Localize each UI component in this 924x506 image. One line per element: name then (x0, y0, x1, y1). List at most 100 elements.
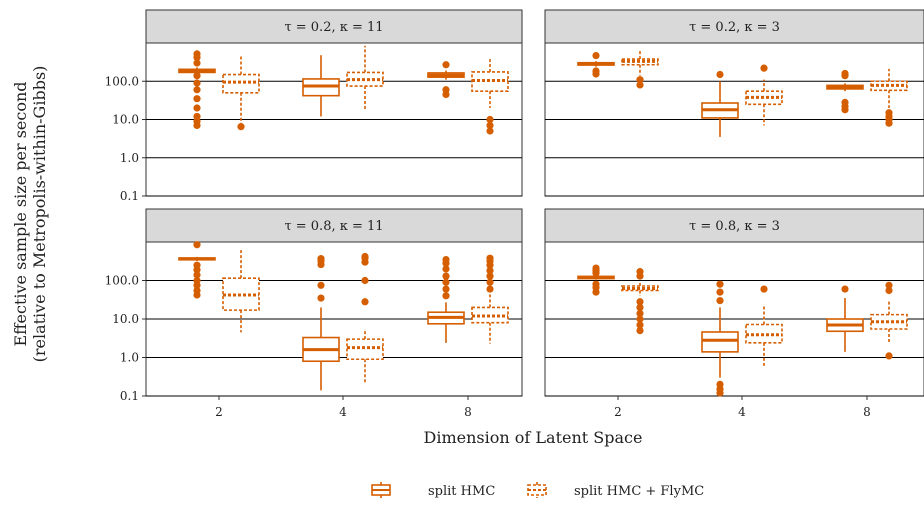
outlier-point (486, 267, 494, 275)
outlier-point (317, 281, 325, 289)
box-split-hmc-flymc-d4 (745, 285, 783, 368)
box-split-hmc-d2 (577, 51, 615, 78)
outlier-point (486, 272, 494, 280)
box-split-hmc-d4 (701, 280, 739, 397)
box-split-hmc-flymc-d4 (745, 64, 783, 126)
x-tick-label: 2 (215, 405, 223, 419)
outlier-point (885, 352, 893, 360)
outlier-point (636, 309, 644, 317)
panel-2: τ = 0.2, κ = 3 (544, 9, 924, 197)
outlier-point (193, 104, 201, 112)
box-split-hmc-flymc-d2 (621, 50, 659, 89)
y-axis-label: Effective sample size per second (relati… (11, 66, 49, 363)
outlier-point (193, 50, 201, 58)
box-split-hmc-flymc-d2 (621, 268, 659, 335)
y-tick-label: 1.0 (120, 351, 139, 365)
box-split-hmc-flymc-d2 (222, 248, 260, 333)
outlier-point (885, 281, 893, 289)
outlier-point (193, 271, 201, 279)
outlier-point (841, 69, 849, 78)
outlier-point (841, 98, 849, 106)
outlier-point (716, 288, 724, 296)
panel-title: τ = 0.8, κ = 3 (689, 219, 780, 234)
outlier-point (317, 294, 325, 302)
outlier-point (716, 380, 724, 389)
outlier-point (486, 278, 494, 286)
box-iqr (346, 338, 384, 361)
y-tick-label: 10.0 (112, 312, 139, 326)
outlier-point (193, 241, 201, 249)
legend-key-split-hmc-flymc (527, 482, 547, 498)
outlier-point (442, 265, 450, 273)
box-iqr (701, 331, 739, 353)
y-tick-label: 100.0 (105, 274, 139, 288)
outlier-point (442, 278, 450, 286)
panel-title: τ = 0.2, κ = 11 (284, 20, 383, 35)
outlier-point (636, 298, 644, 306)
outlier-point (486, 115, 494, 124)
y-tick-label: 1.0 (120, 151, 139, 165)
outlier-point (237, 123, 245, 131)
legend: split HMC split HMC + FlyMC (371, 482, 704, 499)
box-split-hmc-flymc-d4 (346, 45, 384, 110)
box-split-hmc-flymc-d4 (346, 252, 384, 383)
outlier-point (193, 95, 201, 103)
y-axis-label-line1: Effective sample size per second (11, 81, 30, 346)
outlier-point (592, 264, 600, 272)
outlier-point (442, 272, 450, 280)
outlier-point (636, 76, 644, 84)
outlier-point (486, 121, 494, 130)
x-tick-label: 2 (614, 405, 622, 419)
outlier-point (885, 286, 893, 295)
outlier-point (885, 109, 893, 117)
outlier-point (636, 303, 644, 312)
outlier-point (193, 79, 201, 87)
panel-strip (145, 9, 523, 44)
outlier-point (486, 254, 494, 262)
outlier-point (361, 276, 369, 285)
outlier-point (760, 285, 768, 293)
outlier-point (361, 252, 369, 261)
box-split-hmc-flymc-d2 (222, 55, 260, 131)
outlier-point (636, 326, 644, 335)
box-split-hmc-d8 (826, 69, 864, 114)
panel-title: τ = 0.8, κ = 11 (284, 219, 383, 234)
outlier-point (636, 315, 644, 323)
outlier-point (636, 321, 644, 329)
panel-title: τ = 0.2, κ = 3 (689, 20, 780, 35)
box-split-hmc-d4 (302, 255, 340, 391)
box-split-hmc-flymc-d8 (870, 68, 908, 127)
box-split-hmc-flymc-d8 (471, 254, 509, 344)
outlier-point (193, 261, 201, 269)
outlier-point (592, 280, 600, 288)
y-tick-label: 10.0 (112, 113, 139, 127)
box-split-hmc-d2 (178, 241, 216, 299)
box-split-hmc-d8 (427, 61, 465, 99)
legend-key-split-hmc (371, 482, 391, 498)
outlier-point (193, 72, 201, 80)
panel-1: τ = 0.2, κ = 11 0.1 1.0 10.0 100.0 (105, 9, 523, 203)
outlier-point (317, 255, 325, 263)
outlier-point (716, 280, 724, 288)
panel-strip (544, 9, 924, 44)
box-split-hmc-d8 (826, 285, 864, 352)
outlier-point (636, 81, 644, 89)
outlier-point (193, 86, 201, 94)
outlier-point (716, 70, 724, 79)
outlier-point (193, 59, 201, 67)
outlier-point (592, 51, 600, 60)
outlier-point (486, 127, 494, 135)
outlier-point (592, 67, 600, 75)
box-split-hmc-d2 (577, 264, 615, 296)
box-split-hmc-flymc-d8 (471, 59, 509, 135)
box-split-hmc-d8 (427, 255, 465, 343)
outlier-point (442, 285, 450, 293)
box-iqr (222, 73, 260, 94)
outlier-point (442, 292, 450, 300)
x-tick-label: 4 (339, 405, 347, 419)
box-split-hmc-d4 (701, 70, 739, 137)
x-tick-label: 8 (863, 405, 871, 419)
legend-label-split-hmc-flymc: split HMC + FlyMC (574, 484, 704, 499)
